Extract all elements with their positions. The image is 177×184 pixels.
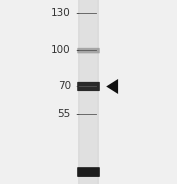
- Bar: [80, 0, 97, 184]
- Text: 130: 130: [51, 8, 71, 18]
- Text: 70: 70: [58, 82, 71, 91]
- Text: -: -: [73, 109, 80, 119]
- Text: -: -: [73, 45, 80, 55]
- FancyBboxPatch shape: [77, 48, 100, 53]
- Text: 55: 55: [58, 109, 71, 119]
- Text: 100: 100: [51, 45, 71, 55]
- FancyBboxPatch shape: [77, 167, 100, 177]
- Text: -: -: [73, 82, 80, 91]
- FancyBboxPatch shape: [77, 82, 100, 91]
- Bar: [78, 0, 99, 184]
- Polygon shape: [106, 79, 118, 94]
- Text: -: -: [73, 8, 80, 18]
